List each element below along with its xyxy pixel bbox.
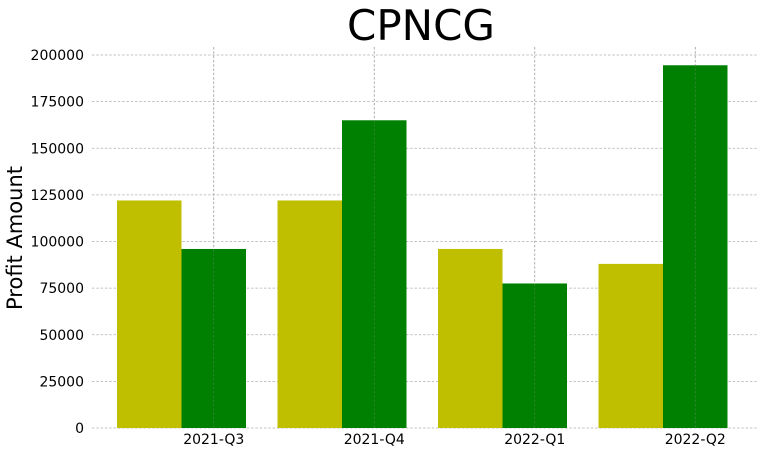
- bar-series-1-2022-Q2: [598, 263, 663, 428]
- x-tick-label: 2021-Q3: [183, 432, 244, 448]
- chart-title: CPNCG: [347, 1, 495, 50]
- y-tick-label: 50000: [39, 328, 84, 344]
- y-tick-label: 75000: [39, 281, 84, 297]
- y-tick-label: 0: [75, 421, 84, 437]
- bar-series-1-2021-Q4: [277, 200, 342, 428]
- y-axis-ticks: 0 25000 50000 75000 100000 125000 150000 175000…: [31, 48, 84, 437]
- y-tick-label: 100000: [31, 235, 84, 251]
- x-tick-label: 2021-Q4: [344, 432, 405, 448]
- y-axis-title: Profit Amount: [3, 166, 27, 310]
- y-tick-label: 125000: [31, 188, 84, 204]
- bar-series-1-2021-Q3: [117, 200, 182, 428]
- y-tick-label: 25000: [39, 374, 84, 390]
- y-tick-label: 200000: [31, 48, 84, 64]
- bar-series-2-2021-Q4: [342, 120, 407, 429]
- y-tick-label: 150000: [31, 141, 84, 157]
- bar-series-1-2022-Q1: [438, 248, 503, 428]
- x-tick-label: 2022-Q2: [665, 432, 726, 448]
- x-tick-label: 2022-Q1: [504, 432, 565, 448]
- bar-series-2-2021-Q3: [181, 248, 246, 428]
- y-tick-label: 175000: [31, 95, 84, 111]
- x-axis-ticks: 2021-Q3 2021-Q4 2022-Q1 2022-Q2: [183, 432, 726, 448]
- bars: [117, 47, 728, 429]
